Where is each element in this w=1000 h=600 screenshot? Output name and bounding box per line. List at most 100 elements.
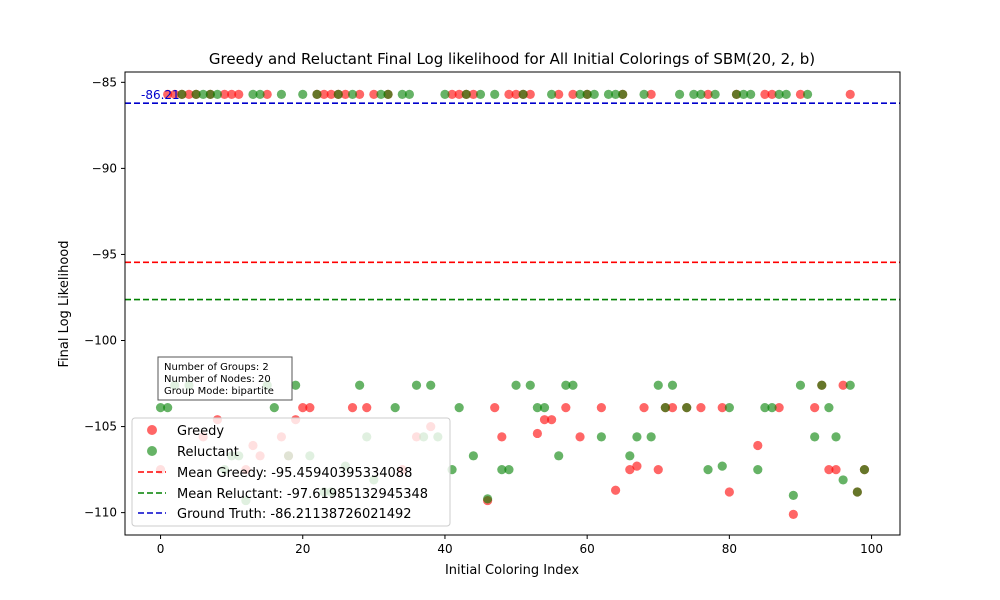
info-box-frame: [157, 356, 293, 401]
x-tick-label: 80: [722, 542, 737, 556]
greedy-point: [767, 89, 777, 99]
greedy-point: [170, 89, 180, 99]
reluctant-point: [390, 403, 400, 413]
greedy-point: [788, 509, 798, 519]
greedy-point: [774, 403, 784, 413]
reluctant-point: [674, 89, 685, 99]
reluctant-point: [611, 89, 621, 99]
reluctant-point: [333, 89, 343, 99]
legend-label-mean-reluctant: Mean Reluctant: -97.61985132945348: [177, 487, 428, 502]
greedy-point: [468, 89, 478, 99]
greedy-point: [219, 89, 230, 99]
reluctant-point: [276, 89, 287, 99]
reluctant-point: [859, 464, 870, 475]
reluctant-point: [269, 403, 279, 413]
legend-label-greedy: Greedy: [177, 424, 224, 439]
reluctant-point: [177, 89, 187, 99]
greedy-point: [227, 89, 237, 99]
greedy-point: [532, 428, 542, 439]
legend: Greedy Reluctant Mean Greedy: -95.459403…: [131, 417, 451, 527]
reluctant-point: [568, 380, 578, 390]
y-tick-label: −105: [84, 420, 117, 434]
greedy-point: [845, 89, 855, 99]
y-axis-label: Final Log Likelihood: [57, 241, 72, 368]
reluctant-point: [824, 403, 834, 413]
y-tick-label: −110: [84, 506, 117, 520]
greedy-point: [525, 89, 535, 99]
greedy-point: [724, 487, 734, 497]
greedy-point: [163, 89, 173, 99]
greedy-point: [326, 89, 336, 99]
reluctant-point: [831, 432, 841, 442]
reluctant-point: [554, 451, 564, 461]
reluctant-point: [411, 380, 422, 390]
reluctant-point: [298, 89, 308, 99]
reluctant-point: [511, 380, 521, 390]
greedy-point: [753, 440, 763, 451]
reluctant-point: [589, 89, 599, 99]
reluctant-point: [383, 89, 393, 99]
legend-label-ground-truth: Ground Truth: -86.21138726021492: [177, 507, 412, 522]
reluctant-point: [191, 89, 201, 99]
chart-title: Greedy and Reluctant Final Log likelihoo…: [209, 50, 815, 68]
reluctant-point: [817, 380, 827, 390]
greedy-point: [340, 89, 351, 99]
reluctant-point: [532, 403, 542, 413]
greedy-point: [554, 89, 564, 99]
reluctant-point: [198, 89, 208, 99]
legend-marker-greedy: [147, 425, 157, 435]
info-box-line: Number of Groups: 2: [164, 362, 269, 373]
reluctant-point: [810, 432, 820, 442]
legend-label-mean-greedy: Mean Greedy: -95.45940395334088: [177, 466, 412, 481]
greedy-point: [547, 415, 557, 425]
reluctant-point: [710, 89, 720, 99]
reluctant-point: [596, 432, 606, 442]
reluctant-point: [660, 403, 670, 413]
greedy-point: [347, 403, 358, 413]
x-tick-label: 0: [157, 542, 165, 556]
reluctant-point: [682, 403, 692, 413]
reluctant-point: [155, 403, 166, 413]
reluctant-point: [696, 89, 706, 99]
reluctant-point: [774, 89, 784, 99]
greedy-point: [760, 89, 770, 99]
greedy-point: [305, 403, 315, 413]
greedy-point: [362, 403, 372, 413]
greedy-point: [319, 89, 329, 99]
plot-frame: [124, 71, 901, 536]
reluctant-point: [618, 89, 628, 99]
reluctant-point: [639, 89, 649, 99]
reluctant-point: [355, 380, 365, 390]
reluctant-point: [603, 89, 614, 99]
greedy-point: [539, 415, 550, 425]
reluctant-point: [838, 475, 848, 485]
greedy-point: [632, 461, 642, 471]
reluctant-point: [667, 380, 678, 390]
reluctant-point: [468, 451, 478, 461]
info-box: Number of Groups: 2 Number of Nodes: 20 …: [157, 356, 293, 401]
greedy-point: [369, 89, 379, 99]
greedy-point: [696, 403, 706, 413]
reluctant-point: [376, 89, 386, 99]
reluctant-point: [525, 380, 535, 390]
reluctant-point: [632, 432, 642, 442]
greedy-point: [838, 380, 848, 390]
greedy-point: [355, 89, 365, 99]
greedy-point: [667, 403, 678, 413]
reluctant-point: [212, 89, 223, 99]
greedy-point: [447, 89, 457, 99]
reluctant-point: [426, 380, 436, 390]
reluctant-point: [483, 494, 493, 504]
reluctant-point: [753, 464, 763, 475]
greedy-point: [504, 89, 514, 99]
reluctant-point: [255, 89, 265, 99]
legend-frame: [131, 417, 451, 527]
reluctant-point: [781, 89, 791, 99]
greedy-point: [717, 403, 727, 413]
reluctant-point: [724, 403, 734, 413]
reluctant-point: [347, 89, 358, 99]
reluctant-point: [646, 432, 656, 442]
reluctant-point: [653, 380, 663, 390]
reluctant-point: [397, 89, 407, 99]
reluctant-point: [561, 380, 571, 390]
